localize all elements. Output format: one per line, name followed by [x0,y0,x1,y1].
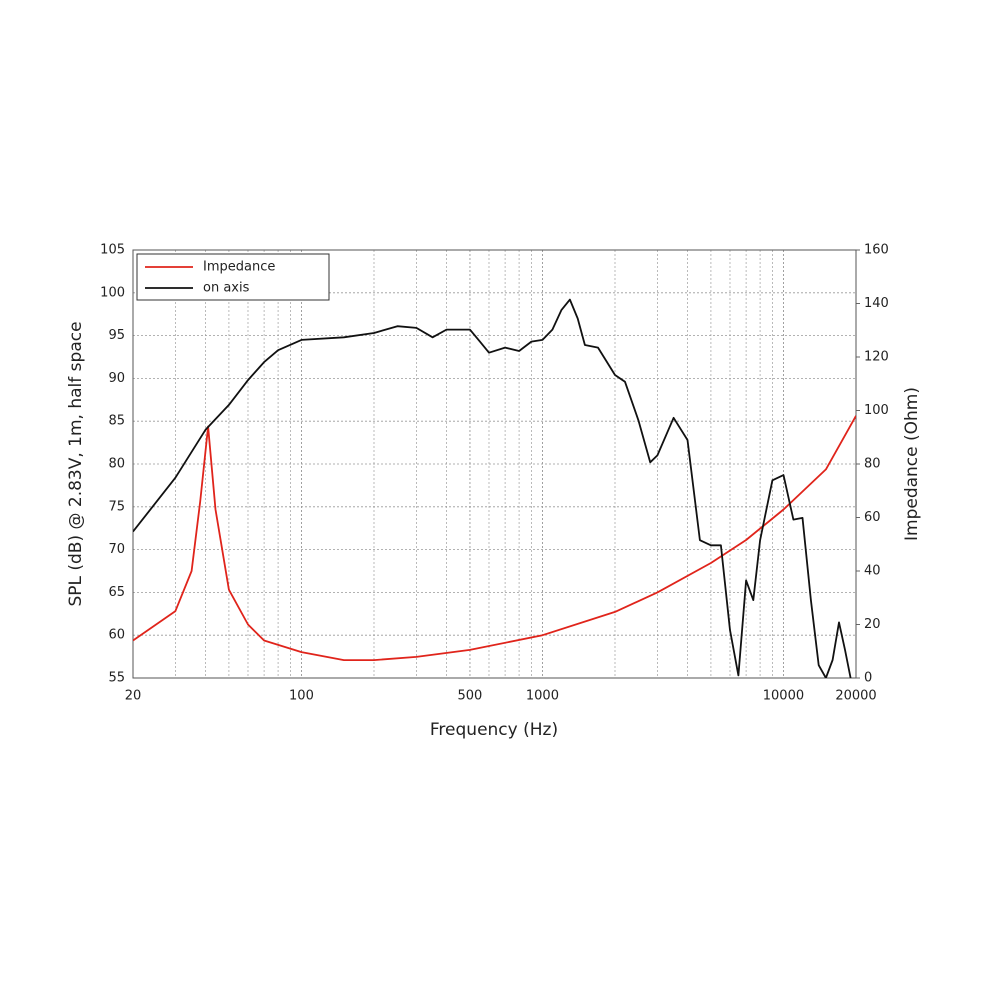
x-tick-label: 1000 [526,689,559,704]
x-axis-label: Frequency (Hz) [430,720,558,740]
y-tick-label: 80 [108,457,125,472]
y-tick-label: 100 [100,285,125,300]
y2-tick-label: 100 [864,403,889,418]
y2-tick-label: 40 [864,564,881,579]
x-tick-label: 20 [125,689,142,704]
legend-label: Impedance [203,260,275,275]
y2-tick-label: 0 [864,671,872,686]
y2-tick-label: 140 [864,296,889,311]
y2-tick-label: 60 [864,510,881,525]
y2-tick-label: 20 [864,617,881,632]
series-line [133,415,856,661]
y2-axis-label: Impedance (Ohm) [902,387,922,541]
y-tick-label: 105 [100,243,125,258]
legend-label: on axis [203,281,250,296]
y-tick-label: 95 [108,328,125,343]
y-tick-label: 75 [108,499,125,514]
plot-frame [132,249,857,679]
x-tick-label: 20000 [835,689,876,704]
y-tick-label: 55 [108,671,125,686]
series-line [133,298,852,678]
x-tick-label: 500 [457,689,482,704]
y2-tick-label: 120 [864,350,889,365]
x-tick-label: 100 [289,689,314,704]
x-tick-label: 10000 [763,689,804,704]
y-tick-label: 65 [108,585,125,600]
y2-tick-label: 160 [864,243,889,258]
y2-tick-label: 80 [864,457,881,472]
legend-box [136,253,330,301]
y-tick-label: 85 [108,414,125,429]
y-tick-label: 60 [108,628,125,643]
y-tick-label: 90 [108,371,125,386]
y-tick-label: 70 [108,542,125,557]
y-axis-label: SPL (dB) @ 2.83V, 1m, half space [66,321,86,606]
